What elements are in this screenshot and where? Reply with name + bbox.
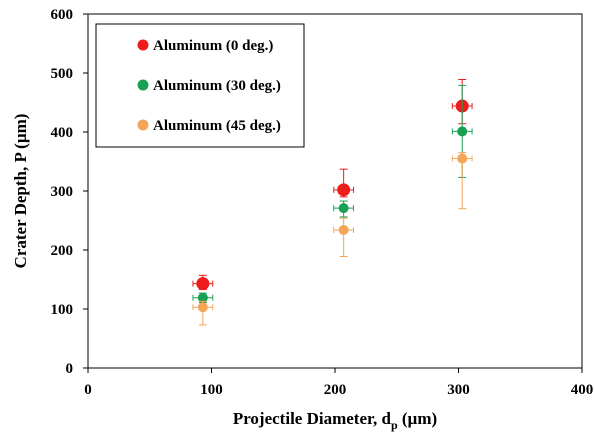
data-point [457,126,468,137]
x-tick-label: 0 [84,382,92,398]
x-tick-label: 300 [447,382,470,398]
legend-box [95,23,305,148]
data-point [197,302,208,313]
data-point [196,277,210,291]
data-point [338,203,349,214]
legend-marker [137,79,149,91]
x-axis-ticks: 0 100 200 300 400 [84,368,593,398]
y-tick-label: 400 [51,125,74,141]
x-tick-label: 100 [200,382,223,398]
data-point [337,183,351,197]
x-axis-title-subscript: p [391,418,398,432]
data-point [338,224,349,235]
data-marks [192,78,473,326]
y-tick-label: 500 [51,66,74,82]
y-axis-ticks: 0 100 200 300 400 500 600 [51,7,88,377]
legend: Aluminum (0 deg.) Aluminum (30 deg.) Alumi… [95,23,305,148]
x-tick-label: 200 [324,382,347,398]
y-tick-label: 600 [51,7,74,23]
series-3 [192,152,473,326]
legend-marker [137,39,149,51]
legend-label: Aluminum (30 deg.) [153,78,281,94]
y-tick-label: 0 [66,361,74,377]
y-tick-label: 200 [51,243,74,259]
x-axis-title-main: Projectile Diameter, d [233,409,392,428]
legend-label: Aluminum (45 deg.) [153,118,281,134]
x-axis-title-unit: (µm) [398,409,438,428]
legend-label: Aluminum (0 deg.) [153,38,273,54]
data-point [457,153,468,164]
data-point [197,292,208,303]
x-axis-title: Projectile Diameter, dp (µm) [233,409,437,432]
x-tick-label: 400 [571,382,594,398]
y-axis-title: Crater Depth, P (µm) [11,114,30,269]
legend-marker [137,119,149,131]
y-tick-label: 300 [51,184,74,200]
y-tick-label: 100 [51,302,74,318]
